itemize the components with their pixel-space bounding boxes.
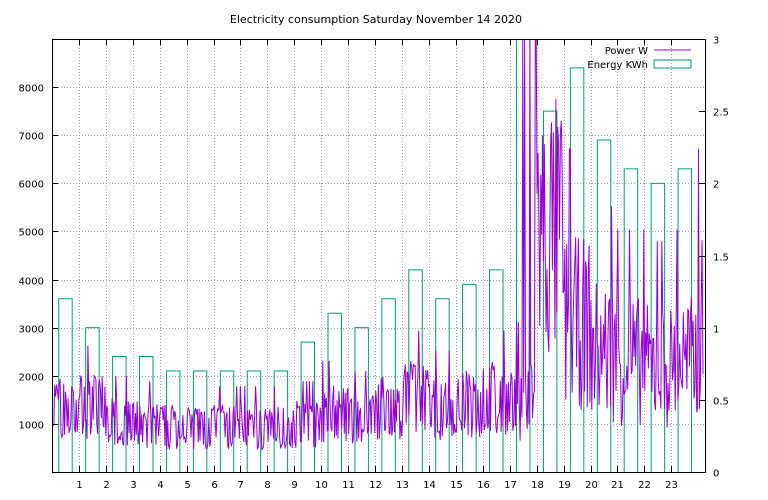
x-tick-label: 9 (291, 480, 297, 491)
legend: Power W Energy KWh (587, 46, 692, 71)
energy-bar (408, 269, 423, 472)
y-left-tick-label: 2000 (19, 373, 44, 384)
y-left-tick-label: 7000 (19, 132, 44, 143)
energy-bar (219, 370, 235, 472)
legend-label-power: Power W (605, 46, 648, 57)
y-left-tick-label: 6000 (19, 180, 44, 191)
x-tick-label: 11 (342, 480, 355, 491)
x-tick-label: 14 (423, 480, 436, 491)
energy-bar (58, 298, 73, 472)
legend-label-energy: Energy KWh (587, 60, 648, 71)
x-tick-label: 17 (504, 480, 517, 491)
x-tick-label: 16 (477, 480, 490, 491)
x-tick-label: 5 (184, 480, 190, 491)
x-tick-label: 23 (665, 480, 678, 491)
y-left-tick-label: 3000 (19, 325, 44, 336)
y-right-tick-label: 0.5 (713, 397, 729, 408)
energy-bar (677, 168, 693, 472)
y-right-tick-label: 1 (713, 325, 719, 336)
power-line (52, 39, 704, 451)
x-tick-label: 1 (76, 480, 82, 491)
x-tick-label: 6 (211, 480, 217, 491)
y-right-tick-label: 0 (713, 469, 719, 480)
y-right-tick-label: 1.5 (713, 253, 729, 264)
chart-title: Electricity consumption Saturday Novembe… (230, 13, 522, 26)
x-tick-label: 22 (638, 480, 651, 491)
energy-bar (327, 312, 342, 472)
plot-frame (52, 39, 706, 473)
energy-bar (569, 67, 585, 472)
x-tick-label: 15 (450, 480, 463, 491)
x-tick-label: 10 (315, 480, 328, 491)
y-left-tick-label: 5000 (19, 228, 44, 239)
y-left-tick-label: 1000 (19, 421, 44, 432)
x-tick-label: 12 (369, 480, 382, 491)
energy-bar (381, 298, 396, 472)
x-tick-label: 20 (585, 480, 598, 491)
legend-swatch-energy (653, 59, 692, 69)
y-right-tick-label: 3 (713, 36, 719, 47)
x-tick-label: 21 (611, 480, 624, 491)
x-tick-label: 3 (130, 480, 136, 491)
energy-bar (273, 370, 289, 472)
y-right-tick-label: 2.5 (713, 108, 729, 119)
energy-bar (435, 298, 450, 472)
energy-bar (623, 168, 639, 472)
y-left-tick-label: 4000 (19, 277, 44, 288)
energy-bar (516, 39, 531, 472)
x-tick-label: 7 (237, 480, 243, 491)
energy-bar (650, 182, 666, 472)
power-series (52, 39, 704, 451)
energy-bar (192, 370, 208, 472)
x-tick-label: 19 (558, 480, 571, 491)
y-right-tick-label: 2 (713, 180, 719, 191)
energy-bar (85, 327, 100, 472)
y-left-tick-label: 8000 (19, 84, 44, 95)
x-tick-label: 2 (103, 480, 109, 491)
x-tick-label: 8 (264, 480, 270, 491)
x-tick-label: 18 (531, 480, 544, 491)
energy-bar (354, 327, 369, 472)
axes: 1 2 3 4 5 6 7 8 9 10 11 12 13 14 15 16 17 18 19 20 21 22 23100… (19, 36, 729, 492)
x-tick-label: 13 (396, 480, 409, 491)
x-tick-label: 4 (157, 480, 163, 491)
